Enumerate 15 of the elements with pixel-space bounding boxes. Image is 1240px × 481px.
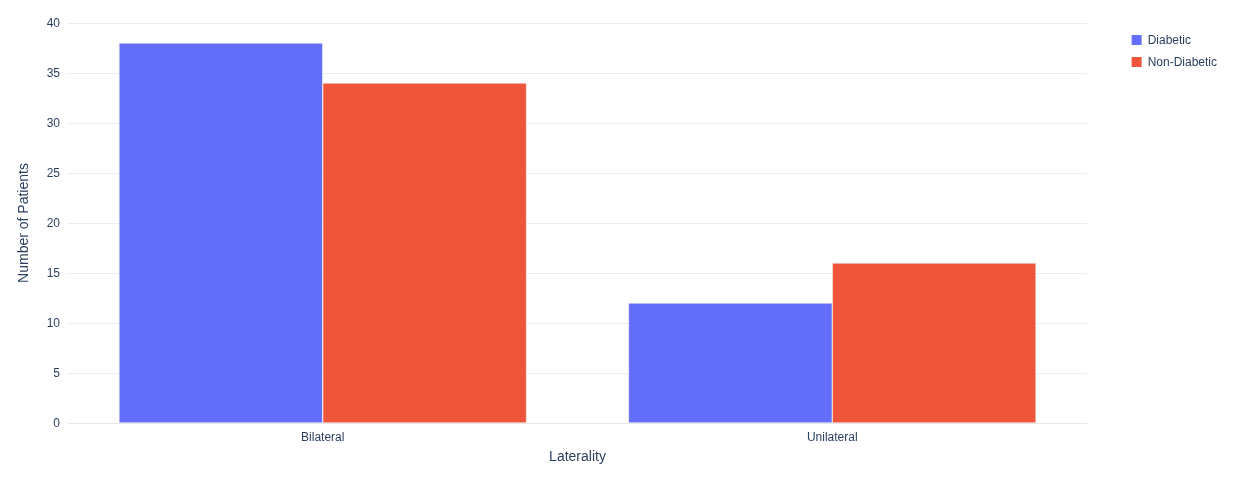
y-tick-label: 20 bbox=[46, 216, 61, 230]
y-tick-label: 10 bbox=[46, 316, 61, 330]
legend-label: Diabetic bbox=[1147, 33, 1191, 47]
x-axis-title: Laterality bbox=[549, 448, 606, 464]
y-tick-label: 35 bbox=[46, 66, 61, 80]
y-tick-label: 0 bbox=[53, 416, 61, 430]
y-tick-label: 15 bbox=[46, 266, 61, 280]
y-axis-title: Number of Patients bbox=[15, 163, 31, 283]
x-tick-label: Bilateral bbox=[301, 430, 345, 444]
y-tick-label: 25 bbox=[46, 166, 61, 180]
y-tick-label: 5 bbox=[53, 366, 61, 380]
legend-label: Non-Diabetic bbox=[1147, 55, 1218, 69]
y-tick-label: 30 bbox=[46, 116, 61, 130]
x-tick-label: Unilateral bbox=[806, 430, 858, 444]
y-tick-label: 40 bbox=[46, 16, 61, 30]
